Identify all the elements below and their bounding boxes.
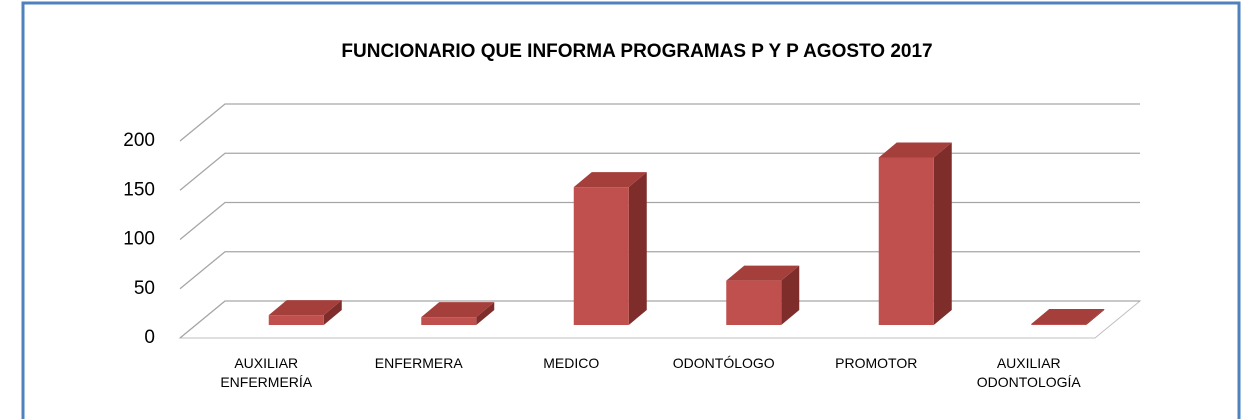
x-tick-label: ODONTÓLOGO: [672, 355, 775, 371]
y-tick-label: 50: [134, 278, 155, 299]
bar: [268, 300, 342, 325]
grid-line: [179, 103, 1140, 142]
bar-top: [268, 300, 342, 316]
y-tick-label: 0: [144, 327, 155, 348]
grid-line: [179, 251, 1140, 290]
bar: [573, 172, 647, 325]
bar-front: [268, 315, 324, 325]
grid-line: [179, 152, 1140, 191]
bar: [878, 142, 952, 325]
bar-front: [878, 157, 934, 325]
x-tick-label: MEDICO: [543, 355, 600, 371]
bar-side: [781, 265, 800, 325]
bar-side: [628, 172, 647, 325]
bar-front: [1031, 324, 1087, 325]
y-tick-label: 200: [123, 130, 155, 151]
x-tick-label: ENFERMERA: [374, 355, 463, 371]
bar: [726, 265, 800, 325]
bar-front: [421, 317, 477, 325]
bar-top: [726, 265, 800, 281]
bar-top: [878, 142, 952, 158]
bar-front: [726, 280, 782, 325]
y-tick-label: 150: [123, 179, 155, 200]
bar-front: [573, 187, 629, 325]
bar: [421, 302, 495, 325]
bar-side: [323, 300, 342, 325]
x-tick-label: AUXILIAR ENFERMERÍA: [220, 355, 313, 390]
bar-top: [421, 302, 495, 318]
bar-top: [1031, 309, 1105, 325]
bar: [1031, 309, 1105, 325]
bar-side: [933, 142, 952, 325]
bar-side: [1086, 309, 1105, 325]
grid-line: [179, 201, 1140, 241]
x-tick-label: AUXILIAR ODONTOLOGÍA: [976, 355, 1081, 390]
bar-top: [573, 172, 647, 188]
x-tick-label: PROMOTOR: [835, 355, 918, 371]
grid-line: [179, 300, 1140, 339]
chart-title: FUNCIONARIO QUE INFORMA PROGRAMAS P Y P …: [341, 41, 932, 62]
y-tick-label: 100: [123, 229, 155, 250]
bar-side: [476, 302, 495, 325]
